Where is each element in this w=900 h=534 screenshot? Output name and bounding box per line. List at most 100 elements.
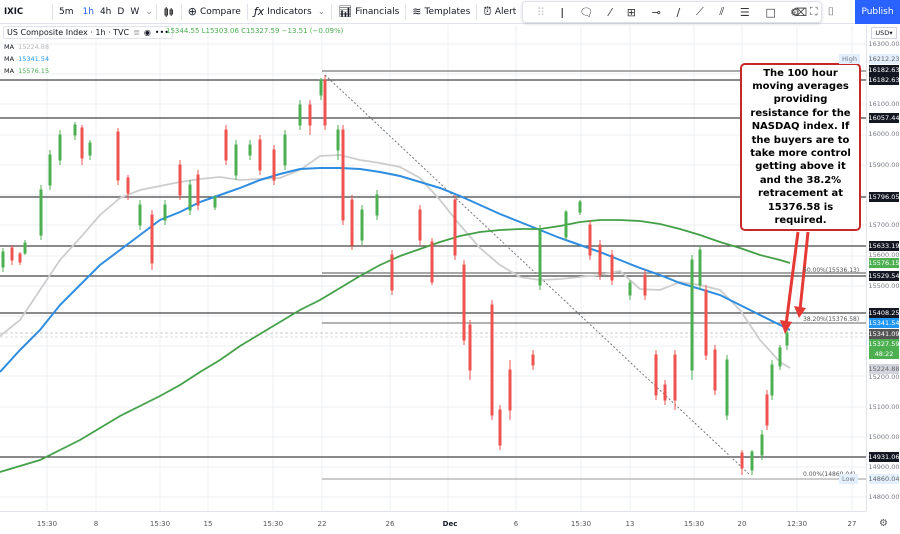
chevron-down-icon: ▾ — [889, 29, 893, 37]
currency-label: USD — [875, 29, 890, 37]
tick-15100: 15100.00 — [868, 403, 900, 411]
time-label: 15:30 — [262, 520, 284, 528]
divider — [155, 3, 157, 20]
ma-label: MA — [4, 67, 15, 75]
chart-type-candles-icon[interactable] — [157, 0, 181, 24]
fib-retracement-tool-icon[interactable]: ☰ — [739, 5, 750, 19]
low-tag: Low — [839, 474, 858, 484]
horizontal-ray-tool-icon[interactable]: ⊸ — [651, 5, 661, 19]
indicators-label: Indicators — [267, 6, 312, 17]
publish-button[interactable]: Publish — [855, 0, 900, 24]
ma-legend-gray[interactable]: MA 15224.88 — [4, 43, 49, 51]
ma-value: 15341.54 — [18, 55, 50, 63]
interval-dropdown-chevron-icon[interactable]: ⌄ — [145, 6, 153, 17]
chart-settings-gear-icon[interactable]: ⚙ — [879, 518, 888, 529]
templates-label: Templates — [424, 6, 471, 17]
legend-title: US Composite Index · 1h · TVC — [7, 28, 130, 37]
time-label-month: Dec — [442, 520, 458, 528]
compare-label: Compare — [199, 6, 241, 17]
time-label: 15:30 — [570, 520, 592, 528]
price-label: 15529.54 — [868, 271, 900, 281]
time-label: 13 — [625, 520, 635, 528]
callout-tool-icon[interactable]: 🗨︎ — [579, 5, 594, 19]
more-options-icon[interactable]: ••• — [154, 28, 169, 37]
tick-15600: 15600.00 — [868, 251, 900, 259]
time-label: 15:30 — [36, 520, 58, 528]
chevron-down-icon: ⌄ — [317, 6, 326, 17]
annotation-callout[interactable]: The 100 hour moving averages providing r… — [740, 63, 861, 231]
symbol-legend[interactable]: US Composite Index · 1h · TVC ≣ ◉ ••• — [3, 26, 173, 39]
rectangle-tool-icon[interactable]: □ — [765, 5, 776, 19]
price-label: 14931.06 — [868, 452, 900, 462]
bar-chart-icon: 📊︎ — [338, 5, 353, 18]
tick-14800: 14800.00 — [868, 493, 900, 501]
source-code-icon[interactable]: ≣ — [133, 28, 140, 37]
right-toolbar-icons: ⚙ ⛶ ⌷ — [790, 0, 834, 24]
price-label: 15341.09 — [868, 329, 900, 339]
fullscreen-icon[interactable]: ⛶ — [809, 5, 818, 18]
price-chart-canvas[interactable] — [0, 25, 866, 511]
time-label: 27 — [847, 520, 857, 528]
ma-gray-line — [0, 154, 791, 369]
tick-15000: 15000.00 — [868, 433, 900, 441]
financials-label: Financials — [355, 6, 400, 17]
ma-legend-blue[interactable]: MA 15341.54 — [4, 55, 49, 63]
divider — [476, 3, 478, 20]
interval-1h[interactable]: 1h — [82, 6, 94, 17]
templates-icon: ≋ — [412, 5, 422, 18]
fib-0-label: 0.00%(14860.04) — [803, 471, 856, 478]
parallel-channel-tool-icon[interactable]: ⫽ — [719, 5, 725, 18]
divider — [331, 3, 333, 20]
price-axis[interactable] — [866, 25, 900, 511]
divider — [405, 3, 407, 20]
interval-w[interactable]: W — [130, 6, 140, 17]
eye-visibility-icon[interactable]: ◉ — [143, 28, 151, 37]
divider — [52, 3, 53, 20]
alert-label: Alert — [494, 6, 517, 17]
tick-14900: 14900.00 — [868, 463, 900, 471]
settings-gear-icon[interactable]: ⚙ — [790, 5, 800, 19]
price-label-last: 15327.59 — [868, 339, 900, 349]
brush-line-tool-icon[interactable]: ∕ — [676, 5, 681, 19]
fib-50-label: 50.00%(15536.13) — [803, 267, 860, 274]
indicators-button[interactable]: ƒx Indicators ⌄ — [248, 0, 331, 24]
trend-line-tool-icon[interactable]: ⁄ — [609, 5, 612, 19]
time-axis[interactable]: 15:30 8 15:30 15 15:30 22 26 Dec 6 15:30… — [0, 511, 866, 534]
tick-16000: 16000.00 — [868, 130, 900, 138]
ma-200-green-line — [0, 219, 791, 473]
price-label: 15633.19 — [868, 241, 900, 251]
ma-value: 15576.15 — [18, 67, 50, 75]
grid-tool-icon[interactable]: ⊞ — [626, 5, 636, 19]
price-label: 15796.05 — [868, 192, 900, 202]
horizontal-gridlines — [0, 43, 866, 498]
candlesticks — [1, 75, 789, 475]
time-label: 22 — [317, 520, 327, 528]
compare-button[interactable]: ⊕ Compare — [182, 0, 247, 24]
camera-snapshot-icon[interactable]: ⌷ — [827, 5, 835, 18]
fx-icon: ƒx — [253, 5, 265, 18]
time-label: 15 — [203, 520, 213, 528]
interval-4h[interactable]: 4h — [99, 6, 112, 17]
annotation-arrows — [780, 231, 810, 334]
currency-selector[interactable]: USD ▾ — [871, 27, 897, 39]
alarm-clock-icon: ⏰︎ — [483, 4, 492, 18]
symbol-search-button[interactable]: IXIC — [4, 6, 24, 17]
templates-button[interactable]: ≋ Templates — [406, 0, 476, 24]
time-label: 20 — [737, 520, 747, 528]
alert-button[interactable]: ⏰︎ Alert — [477, 0, 522, 24]
price-label: 16182.63 — [868, 65, 900, 75]
ma-legend-green[interactable]: MA 15576.15 — [4, 67, 49, 75]
time-label: 6 — [513, 520, 519, 528]
vertical-line-tool-icon[interactable]: ǀ — [560, 5, 564, 19]
interval-5m[interactable]: 5m — [59, 6, 74, 17]
vertical-gridlines — [46, 25, 853, 511]
drag-handle-icon[interactable]: ⠿ — [536, 5, 545, 19]
interval-d[interactable]: D — [117, 6, 125, 17]
financials-button[interactable]: 📊︎ Financials — [332, 0, 405, 24]
tick-15900: 15900.00 — [868, 161, 900, 169]
eraser-tool-icon[interactable]: ⌫ — [791, 5, 808, 19]
ray-tool-icon[interactable]: ⟋ — [695, 5, 704, 18]
tick-15700: 15700.00 — [868, 221, 900, 229]
tick-16100: 16100.00 — [868, 100, 900, 108]
